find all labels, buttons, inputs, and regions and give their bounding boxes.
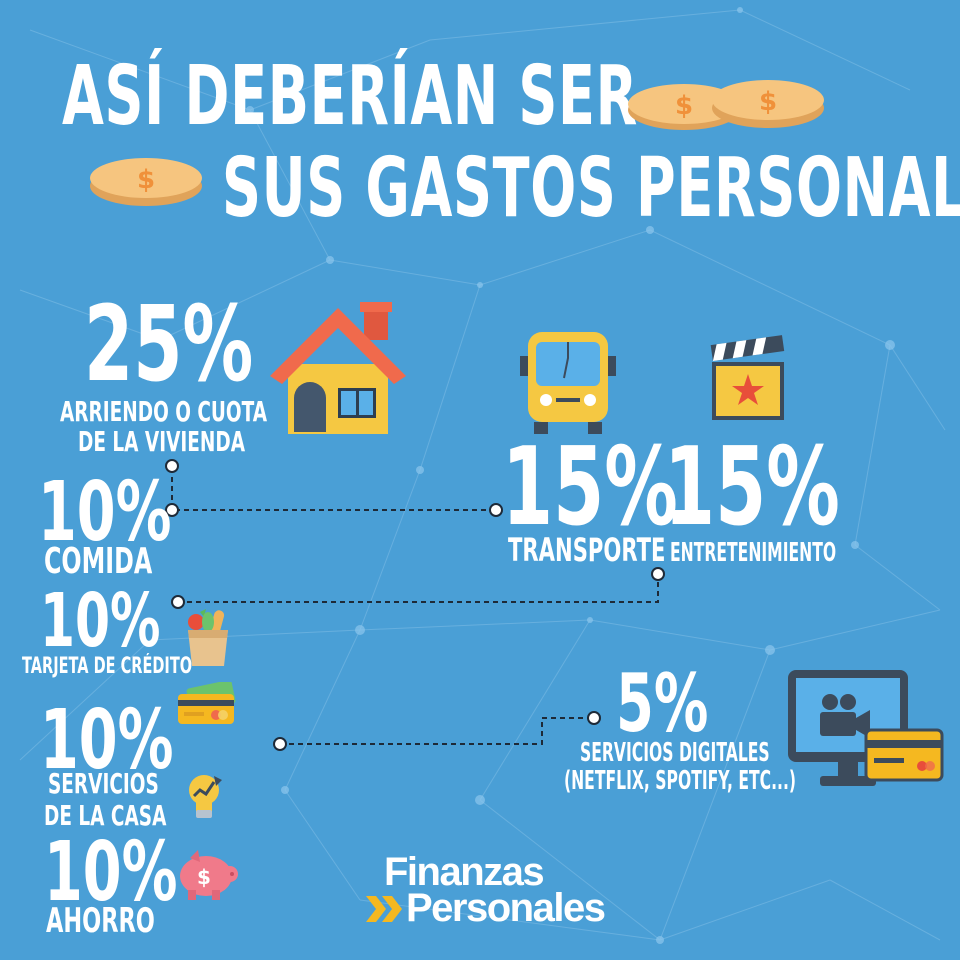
label-servicios-digitales-line2: (NETFLIX, SPOTIFY, ETC...)	[564, 766, 797, 796]
percent-transporte: 15%	[502, 425, 678, 550]
label-transporte: TRANSPORTE	[508, 531, 666, 569]
credit-card-cash-icon	[178, 682, 236, 724]
monitor-video-icon	[788, 670, 944, 786]
percent-servicios-digitales: 5%	[616, 657, 709, 750]
svg-text:$: $	[675, 91, 693, 121]
percent-entretenimiento: 15%	[664, 425, 840, 550]
label-servicios-casa-line2: DE LA CASA	[44, 799, 167, 832]
bus-icon	[520, 332, 616, 434]
lightbulb-icon	[189, 775, 222, 818]
label-vivienda-line2: DE LA VIVIENDA	[78, 425, 246, 458]
logo-line-1: Finanzas	[384, 850, 545, 894]
label-servicios-casa-line1: SERVICIOS	[48, 767, 159, 800]
logo-chevron-icon	[366, 896, 402, 922]
label-ahorro: AHORRO	[46, 901, 155, 941]
house-icon	[270, 302, 406, 434]
percent-vivienda: 25%	[84, 283, 254, 405]
percent-tarjeta: 10%	[40, 578, 161, 664]
percent-comida: 10%	[38, 465, 172, 560]
label-servicios-digitales-line1: SERVICIOS DIGITALES	[580, 738, 770, 768]
piggy-bank-icon: $	[180, 850, 238, 900]
svg-text:$: $	[197, 865, 211, 889]
label-entretenimiento: ENTRETENIMIENTO	[670, 538, 837, 568]
label-comida: COMIDA	[44, 541, 153, 582]
title-line-1: ASÍ DEBERÍAN SER	[62, 49, 638, 144]
title-line-2: SUS GASTOS PERSONALES	[222, 141, 960, 236]
grocery-bag-icon	[188, 609, 228, 666]
clapperboard-icon	[710, 335, 785, 420]
label-tarjeta: TARJETA DE CRÉDITO	[22, 654, 193, 679]
percent-servicios-casa: 10%	[40, 693, 174, 788]
coins-icon: $ $	[628, 80, 824, 130]
label-vivienda-line1: ARRIENDO O CUOTA	[60, 395, 268, 428]
coin-icon: $	[90, 158, 202, 206]
logo-line-2: Personales	[406, 886, 606, 930]
percent-ahorro: 10%	[44, 825, 178, 920]
svg-text:$: $	[759, 87, 777, 117]
svg-text:$: $	[137, 165, 155, 195]
